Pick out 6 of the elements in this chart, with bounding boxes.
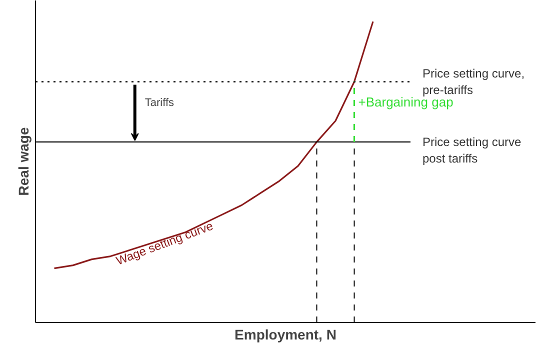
series-label: Price setting curve post tariffs xyxy=(422,134,522,166)
text: Wage setting curve xyxy=(114,218,216,268)
x-axis-title: Employment, N xyxy=(234,326,336,342)
annotation: Tariffs xyxy=(144,96,175,109)
series-label: Price setting curve, pre-tariffs xyxy=(422,66,525,98)
y-axis-title: Real wage xyxy=(16,127,32,196)
